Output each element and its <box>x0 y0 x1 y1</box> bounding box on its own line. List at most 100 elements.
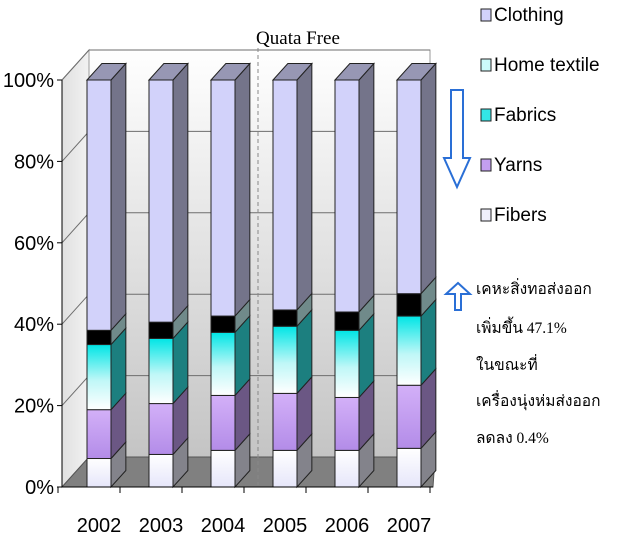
bar-segment-fabrics <box>148 320 189 405</box>
legend-item: Fibers <box>480 205 547 226</box>
bar-segment-clothing <box>209 62 251 318</box>
bar-face <box>210 449 236 488</box>
y-tick-label: 0% <box>25 477 54 499</box>
bar-side <box>296 62 313 312</box>
bar-2005 <box>271 62 313 489</box>
bar-face <box>210 331 236 396</box>
legend: Clothing Home textile Fabrics Yarns Fibers <box>480 5 600 226</box>
bar-segment-clothing <box>333 62 375 314</box>
legend-swatch <box>480 8 492 22</box>
bar-face <box>334 449 360 488</box>
y-tick-label: 20% <box>14 396 54 418</box>
bar-face <box>334 329 360 398</box>
bar-top <box>209 63 251 81</box>
bar-face <box>334 79 360 313</box>
up-arrow-icon <box>443 281 473 311</box>
bar-face <box>148 403 174 455</box>
bar-segment-home-textile <box>334 294 375 332</box>
bar-segment-yarns <box>86 391 127 460</box>
bar-face <box>86 79 112 331</box>
x-tick-label: 2002 <box>77 515 122 537</box>
legend-label: Fabrics <box>494 105 556 126</box>
bar-face <box>86 458 112 488</box>
bar-segment-clothing <box>395 62 437 295</box>
side-wall <box>61 48 90 489</box>
bar-side <box>420 62 437 295</box>
bars <box>85 62 437 489</box>
quota-label: Quata Free <box>256 28 340 49</box>
bar-face <box>148 79 174 323</box>
bar-face <box>272 79 298 311</box>
legend-swatch <box>480 158 492 172</box>
bar-2003 <box>147 62 189 489</box>
y-axis: 0% 20% 40% 60% 80% 100% <box>3 70 63 499</box>
y-tick-label: 100% <box>3 70 54 92</box>
legend-label: Home textile <box>494 55 600 76</box>
bar-top <box>395 63 437 81</box>
bar-face <box>272 449 298 488</box>
bar-face <box>210 79 236 317</box>
bar-side <box>358 62 375 314</box>
x-tick-label: 2007 <box>387 515 432 537</box>
bar-segment-fabrics <box>210 314 251 397</box>
bar-face <box>272 309 298 327</box>
x-tick-label: 2004 <box>201 515 246 537</box>
bar-segment-yarns <box>272 375 313 452</box>
bar-segment-fibers <box>86 440 127 489</box>
bar-2007 <box>395 62 437 489</box>
bar-side <box>172 62 189 324</box>
bar-face <box>396 447 422 488</box>
legend-item: Home textile <box>480 55 600 76</box>
bar-face <box>86 329 112 346</box>
legend-label: Yarns <box>494 155 542 176</box>
bar-face <box>396 315 422 386</box>
y-tick-label: 40% <box>14 314 54 336</box>
bar-2002 <box>85 62 127 489</box>
x-tick-label: 2005 <box>263 515 308 537</box>
y-tick-label: 80% <box>14 151 54 173</box>
bar-segment-clothing <box>147 62 189 324</box>
bar-segment-fibers <box>334 432 375 489</box>
bar-face <box>86 409 112 460</box>
bar-segment-fabrics <box>272 308 313 395</box>
bar-face <box>148 453 174 488</box>
bar-face <box>210 394 236 451</box>
x-tick-label: 2006 <box>325 515 370 537</box>
legend-swatch <box>480 108 492 122</box>
back-wall <box>88 49 431 458</box>
x-tick-label: 2003 <box>139 515 184 537</box>
bar-segment-clothing <box>271 62 313 312</box>
bar-face <box>272 392 298 451</box>
bar-segment-clothing <box>85 62 127 332</box>
bar-segment-yarns <box>148 385 189 456</box>
bar-face <box>396 384 422 449</box>
bar-face <box>148 321 174 339</box>
bar-face <box>148 337 174 405</box>
x-axis: 2002 2003 2004 2005 2006 2007 <box>57 486 433 537</box>
bar-face <box>396 293 422 317</box>
bar-face <box>396 79 422 295</box>
side-note-line: เพิ่มขึ้น 47.1% <box>476 316 567 337</box>
down-arrow-icon <box>442 89 472 190</box>
bar-segment-fibers <box>148 436 189 489</box>
bar-side <box>110 62 127 332</box>
side-note-line: เครื่องนุ่งห่มส่งออก <box>476 390 601 411</box>
y-tick-label: 60% <box>14 233 54 255</box>
bar-face <box>272 325 298 394</box>
bar-top <box>333 63 375 81</box>
bar-segment-fibers <box>272 432 313 489</box>
side-note: เคหะสิ่งทอส่งออก เพิ่มขึ้น 47.1% ในขณะที… <box>476 278 601 447</box>
bar-face <box>334 396 360 451</box>
bar-segment-yarns <box>334 379 375 452</box>
side-note-line: เคหะสิ่งทอส่งออก <box>476 278 592 298</box>
legend-label: Fibers <box>494 205 547 226</box>
bar-side <box>234 62 251 318</box>
bar-segment-fibers <box>210 432 251 489</box>
legend-item: Clothing <box>480 5 564 26</box>
bar-segment-fabrics <box>86 326 127 411</box>
legend-swatch <box>480 58 492 72</box>
bar-segment-home-textile <box>210 298 251 334</box>
bar-top <box>271 63 313 81</box>
legend-swatch <box>480 208 492 222</box>
